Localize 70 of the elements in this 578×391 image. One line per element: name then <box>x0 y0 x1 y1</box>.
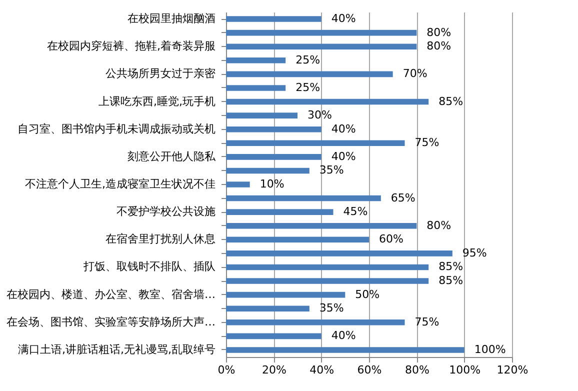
data-label: 60% <box>379 232 404 246</box>
bar <box>226 71 393 78</box>
bar <box>226 209 334 215</box>
x-tick-label: 60% <box>357 364 382 376</box>
bar <box>226 44 417 50</box>
data-label: 85% <box>438 274 464 288</box>
bar <box>226 306 310 312</box>
bar <box>226 30 417 36</box>
bar <box>226 333 322 340</box>
x-tick-label: 0% <box>218 364 236 376</box>
data-label: 40% <box>331 12 356 26</box>
bar <box>226 250 452 256</box>
y-tick-label: 满口土语,讲脏话粗话,无礼谩骂,乱取绰号 <box>18 342 216 356</box>
y-tick-label: 在宿舍里打扰别人休息 <box>106 232 216 246</box>
data-label: 70% <box>402 67 428 80</box>
bar <box>226 278 429 284</box>
data-label: 25% <box>296 53 320 66</box>
y-tick-label: 刻意公开他人隐私 <box>128 150 216 163</box>
bar <box>226 222 417 229</box>
x-tick-label: 120% <box>496 364 528 376</box>
data-label: 40% <box>331 329 356 342</box>
bar <box>226 16 322 22</box>
data-label: 50% <box>355 288 380 301</box>
data-label: 100% <box>474 342 506 356</box>
y-tick-label: 在校园内穿短裤、拖鞋,着奇装异服 <box>47 40 216 53</box>
bar <box>226 58 286 64</box>
y-tick-label: 不注意个人卫生,造成寝室卫生状况不佳 <box>25 178 216 190</box>
bar <box>226 236 369 243</box>
x-tick-label: 100% <box>449 364 481 376</box>
data-label: 10% <box>260 178 284 190</box>
data-label: 85% <box>438 260 464 274</box>
bar <box>226 140 405 146</box>
y-tick-label: 公共场所男女过于亲密 <box>106 67 216 80</box>
data-label: 35% <box>319 302 344 315</box>
y-tick-label: 在校园内、楼道、办公室、教室、宿舍墙… <box>6 288 216 301</box>
bar <box>226 168 310 174</box>
data-label: 40% <box>331 150 356 163</box>
data-label: 25% <box>296 80 320 94</box>
data-label: 65% <box>390 191 416 204</box>
x-tick-label: 40% <box>310 364 334 376</box>
data-label: 80% <box>426 40 452 53</box>
bar <box>226 154 322 160</box>
y-tick-label: 不爱护学校公共设施 <box>116 205 216 218</box>
data-label: 30% <box>308 108 332 122</box>
y-tick-label: 在会场、图书馆、实验室等安静场所大声… <box>6 315 216 328</box>
data-label: 75% <box>414 136 440 150</box>
data-label: 45% <box>343 205 368 218</box>
bar <box>226 347 464 353</box>
data-label: 75% <box>414 315 440 328</box>
data-label: 35% <box>319 164 344 177</box>
bar <box>226 195 381 202</box>
x-tick-label: 80% <box>404 364 430 376</box>
bar <box>226 85 286 91</box>
y-tick-label: 打饭、取钱时不排队、插队 <box>82 260 216 274</box>
bar <box>226 264 429 270</box>
data-label: 85% <box>438 94 464 108</box>
x-tick-label: 20% <box>262 364 286 376</box>
data-label: 80% <box>426 218 452 232</box>
bar <box>226 182 250 188</box>
data-label: 40% <box>331 122 356 136</box>
bar <box>226 126 322 132</box>
data-label: 80% <box>426 26 452 39</box>
bar <box>226 319 405 326</box>
y-tick-label: 自习室、图书馆内手机未调成振动或关机 <box>18 122 216 136</box>
bar <box>226 98 429 105</box>
bar <box>226 112 298 118</box>
y-tick-label: 在校园里抽烟酗酒 <box>128 12 216 26</box>
data-label: 95% <box>462 246 487 260</box>
y-tick-label: 上课吃东西,睡觉,玩手机 <box>98 94 216 108</box>
bar <box>226 292 346 298</box>
